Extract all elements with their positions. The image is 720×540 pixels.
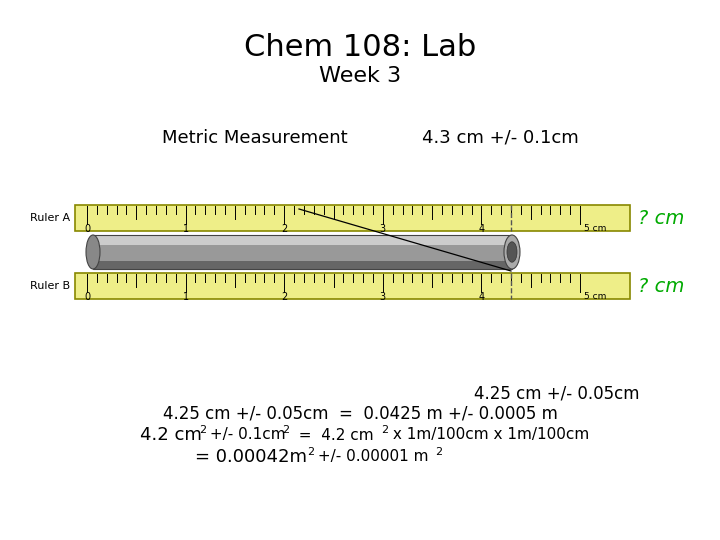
Text: =  4.2 cm: = 4.2 cm: [289, 428, 374, 442]
Text: 4.2 cm: 4.2 cm: [140, 426, 202, 444]
Bar: [75, 273, 630, 299]
Text: 2: 2: [435, 447, 442, 457]
Text: 4: 4: [478, 224, 485, 234]
Ellipse shape: [504, 235, 520, 269]
Bar: [93, 261, 512, 269]
Text: 5 cm: 5 cm: [584, 292, 606, 301]
Bar: [93, 235, 512, 269]
Text: 3: 3: [379, 292, 386, 302]
Text: 4.25 cm +/- 0.05cm  =  0.0425 m +/- 0.0005 m: 4.25 cm +/- 0.05cm = 0.0425 m +/- 0.0005…: [163, 404, 557, 422]
Text: 2: 2: [281, 292, 287, 302]
Text: = 0.00042m: = 0.00042m: [195, 448, 307, 466]
Text: 1: 1: [183, 292, 189, 302]
Ellipse shape: [86, 235, 100, 269]
Text: ? cm: ? cm: [638, 208, 685, 227]
Text: 5 cm: 5 cm: [584, 224, 606, 233]
Text: Metric Measurement: Metric Measurement: [162, 129, 348, 147]
Text: 4.25 cm +/- 0.05cm: 4.25 cm +/- 0.05cm: [474, 384, 640, 402]
Text: 0: 0: [84, 292, 90, 302]
Text: +/- 0.00001 m: +/- 0.00001 m: [313, 449, 428, 464]
Text: 2: 2: [282, 425, 289, 435]
Text: 3: 3: [379, 224, 386, 234]
Text: 1: 1: [183, 224, 189, 234]
Ellipse shape: [507, 242, 517, 262]
Text: Ruler A: Ruler A: [30, 213, 70, 223]
Text: 2: 2: [307, 447, 314, 457]
Text: Chem 108: Lab: Chem 108: Lab: [244, 33, 476, 63]
Text: 4: 4: [478, 292, 485, 302]
Bar: [93, 235, 512, 245]
Text: x 1m/100cm x 1m/100cm: x 1m/100cm x 1m/100cm: [388, 428, 589, 442]
Text: 2: 2: [281, 224, 287, 234]
Text: 2: 2: [381, 425, 388, 435]
Text: ? cm: ? cm: [638, 276, 685, 295]
Text: 4.3 cm +/- 0.1cm: 4.3 cm +/- 0.1cm: [422, 129, 578, 147]
Bar: [75, 205, 630, 231]
Bar: [93, 235, 512, 269]
Text: 2: 2: [199, 425, 206, 435]
Text: +/- 0.1cm: +/- 0.1cm: [205, 428, 286, 442]
Text: Week 3: Week 3: [319, 66, 401, 86]
Text: Ruler B: Ruler B: [30, 281, 70, 291]
Text: 0: 0: [84, 224, 90, 234]
